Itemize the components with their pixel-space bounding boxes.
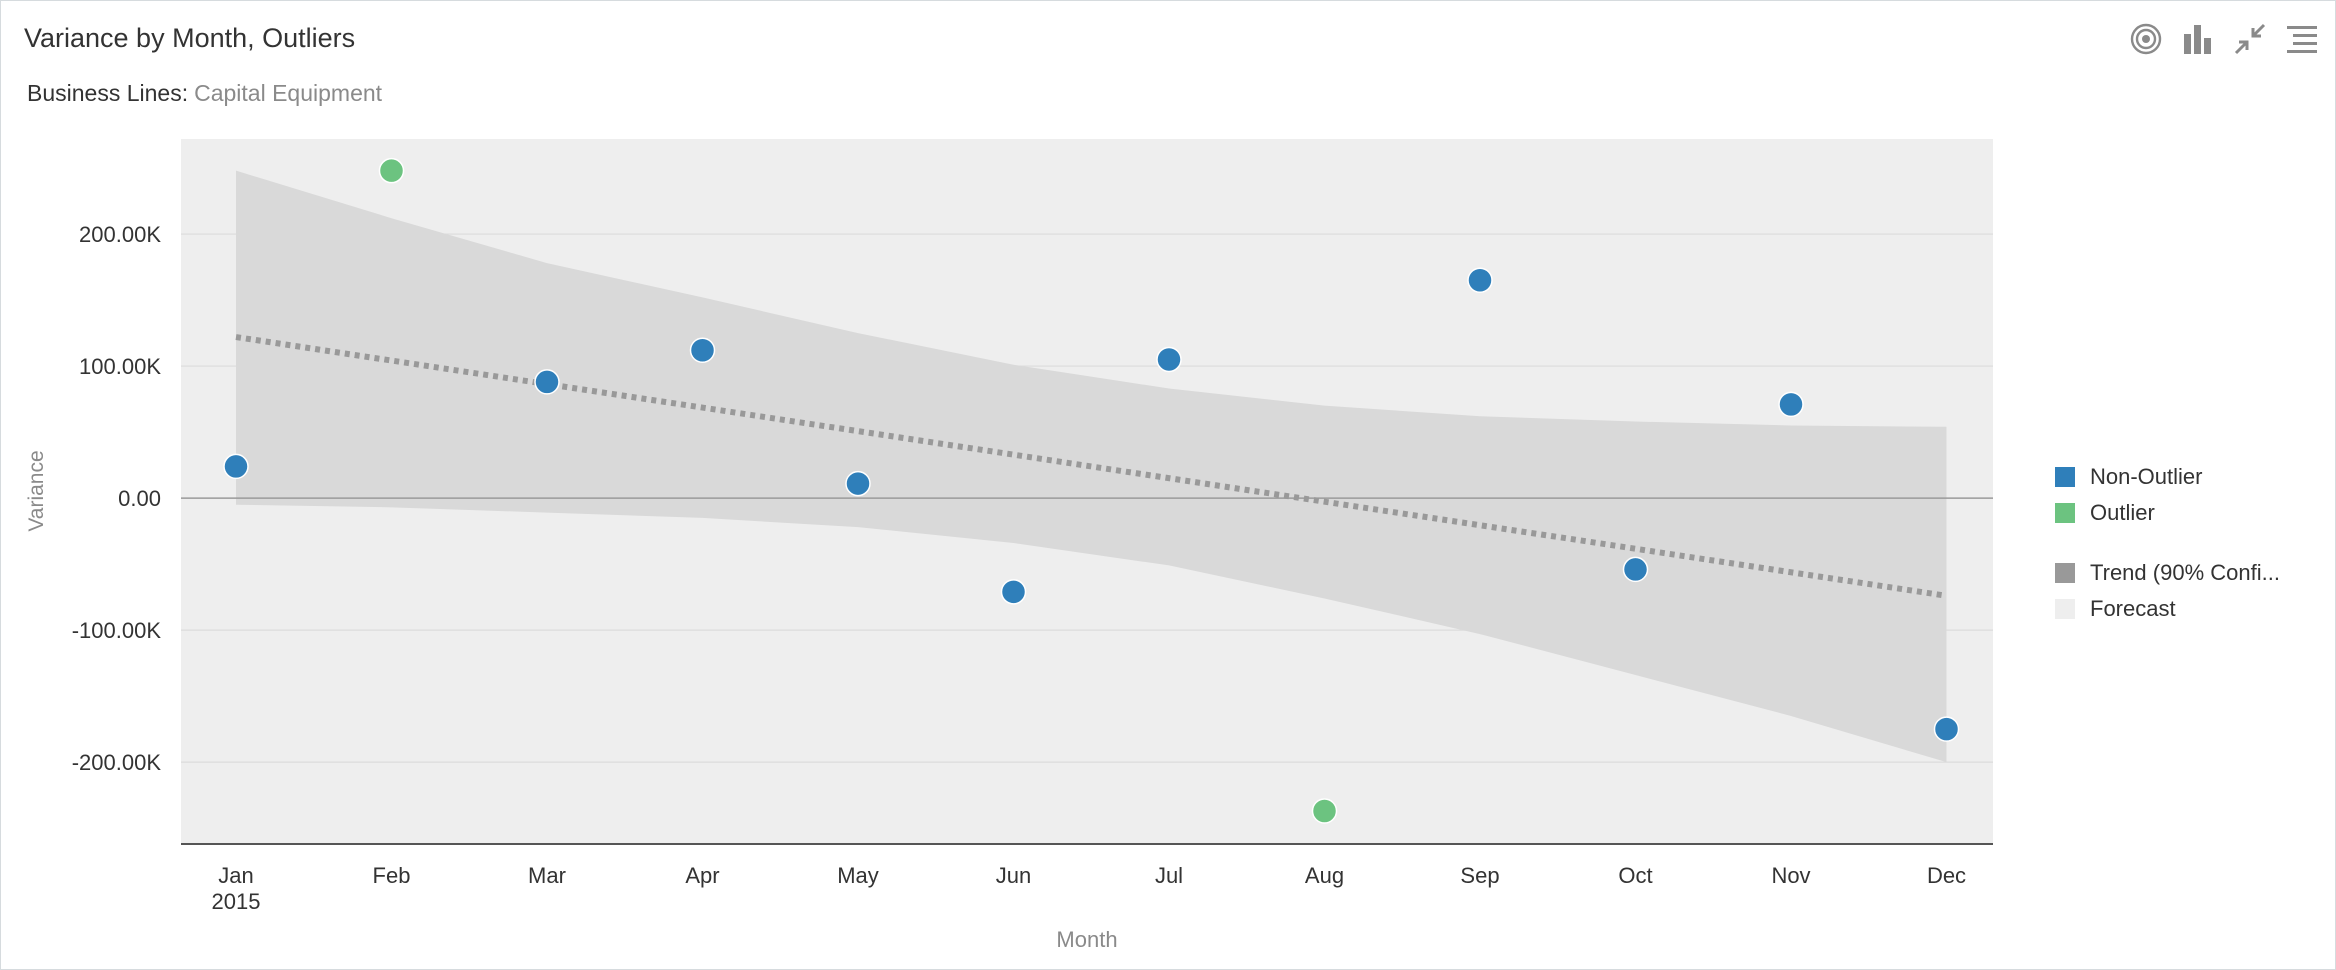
- y-axis-title: Variance: [25, 450, 48, 531]
- legend-swatch-trend: [2055, 563, 2075, 583]
- filter-breadcrumb: Business Lines: Capital Equipment: [27, 80, 382, 107]
- x-tick-label: Oct: [1618, 863, 1652, 888]
- legend-item-forecast[interactable]: Forecast: [2055, 591, 2280, 627]
- legend-item-outlier[interactable]: Outlier: [2055, 495, 2280, 531]
- data-point-non-outlier[interactable]: [534, 369, 560, 395]
- x-tick-label: Jul: [1155, 863, 1183, 888]
- y-tick-label: -200.00K: [72, 750, 162, 775]
- x-tick-label: Jan: [218, 863, 253, 888]
- legend-label: Non-Outlier: [2090, 464, 2203, 489]
- data-point-non-outlier[interactable]: [689, 337, 716, 363]
- data-point-non-outlier[interactable]: [845, 470, 871, 497]
- data-point-outlier[interactable]: [1311, 798, 1338, 824]
- data-point-non-outlier[interactable]: [1778, 391, 1804, 418]
- data-point-non-outlier[interactable]: [1467, 267, 1493, 294]
- x-tick-label: Mar: [528, 863, 566, 888]
- data-point-non-outlier[interactable]: [1000, 579, 1027, 605]
- x-tick-label: May: [837, 863, 879, 888]
- y-tick-label: 100.00K: [79, 354, 161, 379]
- x-tick-label: Sep: [1460, 863, 1499, 888]
- target-icon[interactable]: [2129, 21, 2163, 57]
- legend-swatch-outlier: [2055, 503, 2075, 523]
- chart-toolbar: [2129, 21, 2319, 57]
- legend-swatch-non-outlier: [2055, 467, 2075, 487]
- y-tick-label: -100.00K: [72, 618, 162, 643]
- filter-value[interactable]: Capital Equipment: [194, 80, 383, 106]
- menu-icon[interactable]: [2285, 21, 2319, 57]
- bar-chart-icon[interactable]: [2181, 21, 2215, 57]
- legend-label: Forecast: [2090, 596, 2176, 621]
- x-tick-label: Dec: [1927, 863, 1966, 888]
- data-point-outlier[interactable]: [378, 157, 405, 184]
- data-point-non-outlier[interactable]: [223, 453, 249, 480]
- data-point-non-outlier[interactable]: [1622, 556, 1649, 583]
- legend-label: Outlier: [2090, 500, 2155, 525]
- x-axis-title: Month: [1056, 927, 1117, 952]
- legend-swatch-forecast: [2055, 599, 2075, 619]
- legend-label: Trend (90% Confi...: [2090, 560, 2280, 585]
- y-tick-label: 200.00K: [79, 222, 161, 247]
- chart-title: Variance by Month, Outliers: [24, 23, 356, 53]
- trend-line: [235, 334, 1947, 599]
- y-tick-label: 0.00: [118, 486, 161, 511]
- x-tick-label: Aug: [1305, 863, 1344, 888]
- data-point-non-outlier[interactable]: [1156, 346, 1182, 373]
- x-tick-label: Jun: [996, 863, 1031, 888]
- legend-item-trend[interactable]: Trend (90% Confi...: [2055, 555, 2280, 591]
- filter-label: Business Lines:: [27, 80, 189, 106]
- x-tick-label: Feb: [373, 863, 411, 888]
- collapse-icon[interactable]: [2233, 21, 2267, 57]
- legend-item-non-outlier[interactable]: Non-Outlier: [2055, 459, 2280, 495]
- x-tick-label: Apr: [685, 863, 719, 888]
- data-point-non-outlier[interactable]: [1933, 716, 1960, 742]
- x-year-label: 2015: [212, 889, 261, 914]
- x-tick-label: Nov: [1771, 863, 1810, 888]
- chart-legend: Non-Outlier Outlier Trend (90% Confi... …: [2055, 459, 2280, 627]
